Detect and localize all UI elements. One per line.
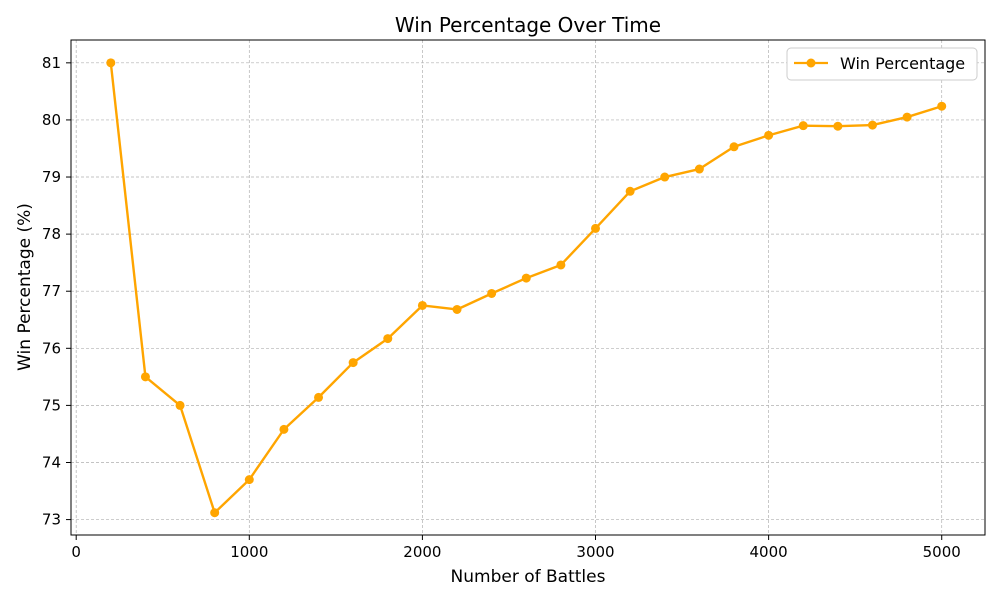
data-point	[279, 424, 289, 434]
y-tick-label: 79	[42, 168, 61, 186]
data-point	[833, 121, 843, 131]
data-point	[556, 260, 566, 270]
y-tick-label: 75	[42, 396, 61, 414]
legend-label: Win Percentage	[840, 54, 965, 73]
plot-frame	[70, 39, 986, 536]
chart-title: Win Percentage Over Time	[395, 13, 661, 37]
data-point	[417, 300, 427, 310]
y-tick-label: 76	[42, 339, 61, 357]
data-point	[106, 58, 116, 68]
data-point	[729, 142, 739, 152]
data-point	[521, 273, 531, 283]
data-point	[383, 334, 393, 344]
x-tick-label: 4000	[750, 543, 788, 561]
y-tick-label: 80	[42, 111, 61, 129]
y-tick-label: 73	[42, 511, 61, 529]
data-point	[314, 392, 324, 402]
y-tick-label: 74	[42, 453, 61, 471]
grid	[71, 40, 985, 535]
data-point	[764, 130, 774, 140]
y-tick-label: 81	[42, 54, 61, 72]
data-point	[348, 358, 358, 368]
y-tick-label: 77	[42, 282, 61, 300]
legend-box	[786, 47, 978, 81]
data-point	[487, 288, 497, 298]
x-tick-label: 3000	[576, 543, 614, 561]
data-point	[694, 164, 704, 174]
legend: Win Percentage	[786, 47, 978, 81]
data-point	[660, 172, 670, 182]
x-axis-label: Number of Battles	[451, 567, 606, 587]
x-tick-label: 0	[71, 543, 81, 561]
x-tick-label: 1000	[230, 543, 268, 561]
data-point	[140, 372, 150, 382]
data-point	[798, 121, 808, 131]
series-layer	[106, 58, 947, 518]
y-axis-label: Win Percentage (%)	[15, 203, 35, 371]
legend-marker-swatch	[806, 58, 816, 68]
data-point	[937, 101, 947, 111]
y-tick-label: 78	[42, 225, 61, 243]
data-point	[625, 186, 635, 196]
data-point	[244, 475, 254, 485]
x-tick-label: 5000	[923, 543, 961, 561]
series-line	[109, 62, 943, 514]
data-point	[175, 400, 185, 410]
y-axis-ticks: 73 74 75 76 77 78 79 80 81	[42, 54, 71, 529]
data-point	[902, 112, 912, 122]
x-tick-label: 2000	[403, 543, 441, 561]
x-axis-ticks: 0 1000 2000 3000 4000 5000	[71, 535, 961, 561]
data-point	[867, 120, 877, 130]
data-point	[452, 304, 462, 314]
data-point	[210, 508, 220, 518]
data-point	[591, 223, 601, 233]
